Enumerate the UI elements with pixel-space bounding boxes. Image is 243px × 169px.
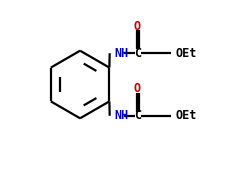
Text: OEt: OEt [176,109,197,122]
Text: C: C [134,109,141,122]
Text: OEt: OEt [176,47,197,60]
Text: O: O [134,82,141,95]
Text: C: C [134,47,141,60]
Text: NH: NH [114,109,128,122]
Text: NH: NH [114,47,128,60]
Text: O: O [134,20,141,33]
